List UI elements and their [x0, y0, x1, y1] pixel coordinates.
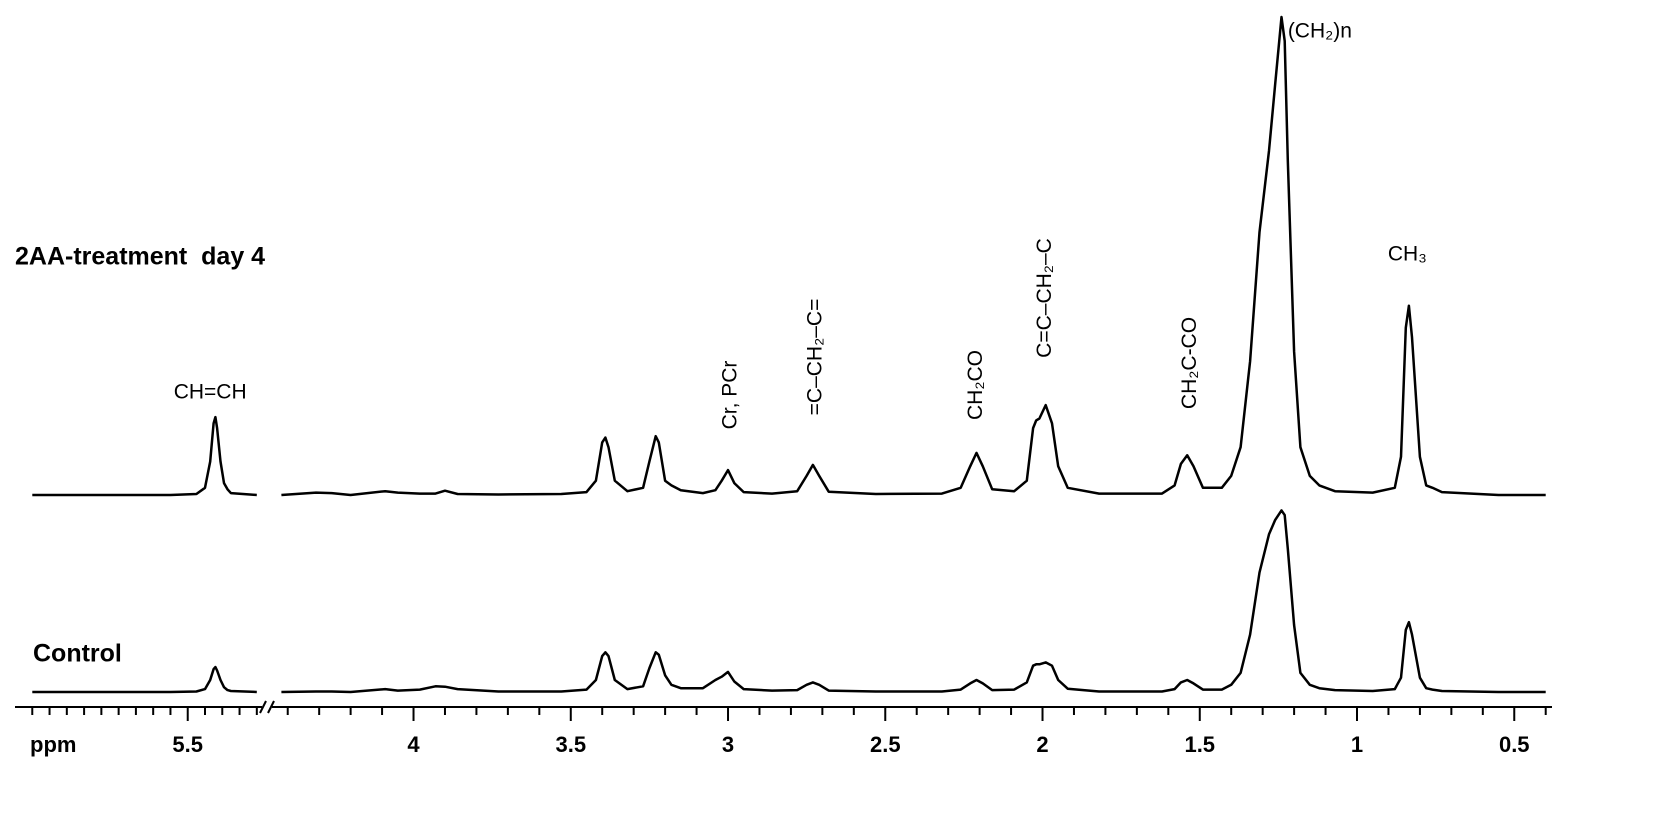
x-axis-label: ppm	[30, 732, 76, 757]
peak-annotation: =C–CH₂–C=	[804, 299, 827, 416]
x-tick-label: 3	[722, 732, 734, 757]
axis-break	[259, 700, 267, 714]
peak-annotation: CH₂CO	[964, 350, 987, 420]
x-tick-label: 5.5	[172, 732, 203, 757]
axis-break	[267, 700, 275, 714]
peak-annotation: CH₃	[1388, 243, 1427, 266]
x-tick-label: 3.5	[555, 732, 586, 757]
x-tick-label: 2	[1036, 732, 1048, 757]
series-label: Control	[33, 640, 122, 668]
spectrum-line	[32, 509, 1546, 694]
peak-annotation: CH₂C-CO	[1178, 317, 1201, 409]
peak-annotation: (CH₂)n	[1288, 20, 1352, 43]
spectrum-line	[32, 15, 1546, 497]
x-tick-label: 1.5	[1184, 732, 1215, 757]
series-label: 2AA-treatment day 4	[15, 243, 265, 271]
x-tick-label: 2.5	[870, 732, 901, 757]
x-tick-label: 4	[407, 732, 420, 757]
peak-annotation: Cr, PCr	[719, 361, 742, 430]
x-tick-label: 0.5	[1499, 732, 1530, 757]
peak-annotation: CH=CH	[174, 381, 247, 404]
peak-annotation: C=C–CH₂–C	[1033, 238, 1056, 358]
x-tick-label: 1	[1351, 732, 1363, 757]
